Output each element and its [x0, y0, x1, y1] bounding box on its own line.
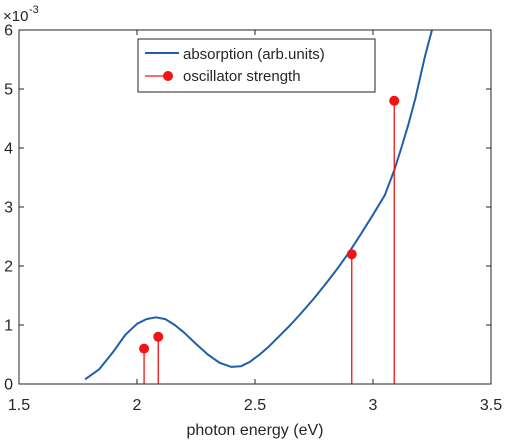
y-exponent-base: ×10: [3, 8, 28, 25]
x-tick-label: 3: [369, 397, 378, 414]
y-exponent-power: -3: [29, 4, 39, 16]
y-tick-label: 4: [4, 141, 13, 158]
legend-label-oscillator: oscillator strength: [183, 68, 301, 85]
oscillator-marker: [346, 249, 357, 260]
y-tick-label: 1: [4, 318, 13, 335]
y-tick-label: 0: [4, 377, 13, 394]
legend-box: [137, 38, 376, 93]
legend: absorption (arb.units) oscillator streng…: [137, 38, 376, 93]
y-tick-label: 5: [4, 82, 13, 99]
legend-stem-marker: [163, 71, 173, 81]
x-tick-label: 3.5: [480, 397, 502, 414]
y-tick-label: 2: [4, 259, 13, 276]
x-tick-label: 2: [133, 397, 142, 414]
x-axis-label: photon energy (eV): [187, 422, 324, 439]
y-tick-label: 6: [4, 23, 13, 40]
y-tick-label: 3: [4, 200, 13, 217]
x-tick-label: 1.5: [8, 397, 30, 414]
axis-ticks: 1.5 2 2.5 3 3.5 0 1 2 3 4 5 6: [4, 23, 502, 415]
oscillator-marker: [153, 331, 164, 342]
plot-area: [84, 30, 433, 384]
absorption-line: [84, 30, 433, 381]
oscillator-marker: [389, 95, 400, 106]
oscillator-marker: [139, 343, 150, 354]
x-tick-label: 2.5: [244, 397, 266, 414]
legend-label-absorption: absorption (arb.units): [183, 46, 325, 63]
